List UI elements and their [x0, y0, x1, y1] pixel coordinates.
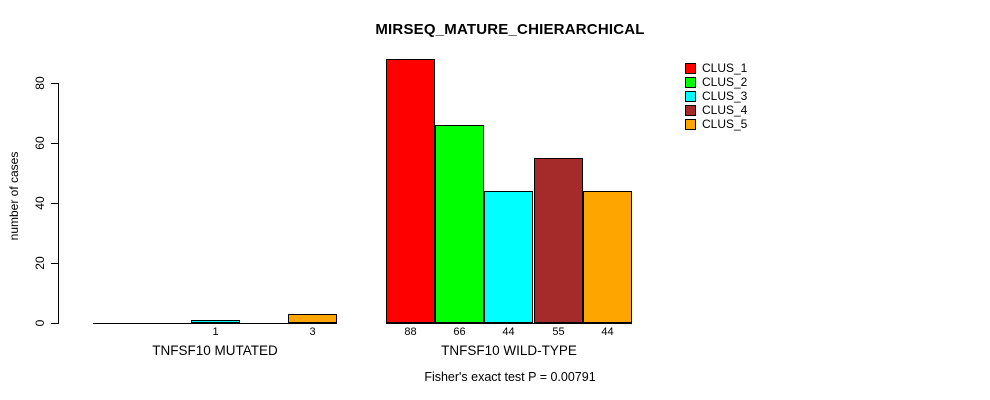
- bar-count-label: 1: [212, 326, 219, 338]
- y-axis-tick: [51, 263, 58, 264]
- y-axis-tick-label: 60: [33, 136, 47, 150]
- y-axis-tick-label: 40: [33, 196, 47, 210]
- bar-clus_2: [435, 125, 484, 323]
- y-axis-tick: [51, 143, 58, 144]
- legend-swatch-icon: [685, 77, 696, 88]
- legend-item-clus_1: CLUS_1: [685, 62, 747, 75]
- legend-swatch-icon: [685, 119, 696, 130]
- chart-title: MIRSEQ_MATURE_CHIERARCHICAL: [375, 21, 645, 38]
- group-baseline: [93, 323, 337, 324]
- legend-swatch-icon: [685, 91, 696, 102]
- bar-clus_5: [288, 314, 337, 323]
- bar-count-label: 44: [601, 326, 614, 338]
- bar-clus_3: [484, 191, 533, 323]
- legend-label: CLUS_1: [702, 61, 748, 75]
- legend: CLUS_1 CLUS_2 CLUS_3 CLUS_4 CLUS_5: [685, 62, 747, 132]
- group-label: TNFSF10 MUTATED: [152, 343, 278, 358]
- bar-clus_1: [386, 59, 435, 323]
- legend-label: CLUS_5: [702, 117, 748, 131]
- bar-clus_5: [583, 191, 632, 323]
- y-axis-tick: [51, 323, 58, 324]
- y-axis-title: number of cases: [7, 151, 21, 241]
- legend-swatch-icon: [685, 63, 696, 74]
- legend-item-clus_4: CLUS_4: [685, 104, 747, 117]
- legend-label: CLUS_3: [702, 89, 748, 103]
- legend-label: CLUS_4: [702, 103, 748, 117]
- y-axis-tick: [51, 83, 58, 84]
- bar-count-label: 3: [309, 326, 316, 338]
- legend-item-clus_3: CLUS_3: [685, 90, 747, 103]
- y-axis-tick-label: 80: [33, 76, 47, 90]
- bar-count-label: 66: [453, 326, 466, 338]
- bar-count-label: 88: [404, 326, 417, 338]
- legend-item-clus_2: CLUS_2: [685, 76, 747, 89]
- y-axis-tick-label: 0: [33, 319, 47, 327]
- legend-item-clus_5: CLUS_5: [685, 118, 747, 131]
- y-axis-tick: [51, 203, 58, 204]
- y-axis-line: [58, 83, 59, 324]
- legend-swatch-icon: [685, 105, 696, 116]
- legend-label: CLUS_2: [702, 75, 748, 89]
- bar-clus_3: [191, 320, 240, 323]
- group-label: TNFSF10 WILD-TYPE: [441, 343, 577, 358]
- bar-count-label: 55: [552, 326, 565, 338]
- group-baseline: [386, 323, 632, 324]
- y-axis-tick-label: 20: [33, 256, 47, 270]
- bar-count-label: 44: [502, 326, 515, 338]
- bar-clus_4: [534, 158, 583, 323]
- fisher-test-annotation: Fisher's exact test P = 0.00791: [424, 370, 596, 384]
